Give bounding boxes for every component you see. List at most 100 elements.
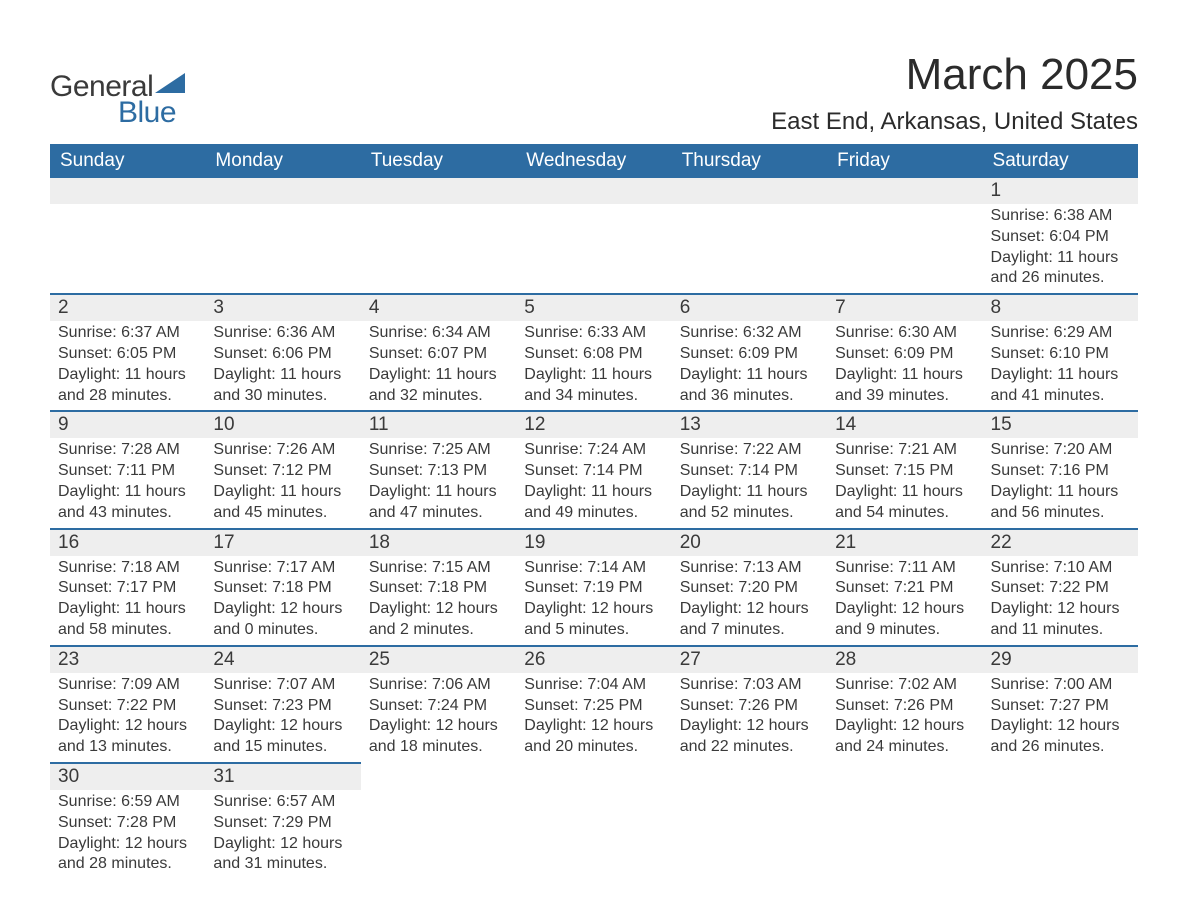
day-detail-cell: Sunrise: 6:36 AMSunset: 6:06 PMDaylight:… — [205, 321, 360, 411]
sunrise-text: Sunrise: 6:57 AM — [213, 792, 352, 813]
day-detail-cell: Sunrise: 7:24 AMSunset: 7:14 PMDaylight:… — [516, 438, 671, 528]
daylight-text: Daylight: 12 hours and 7 minutes. — [680, 599, 819, 641]
sunset-text: Sunset: 7:29 PM — [213, 813, 352, 834]
sunrise-text: Sunrise: 7:04 AM — [524, 675, 663, 696]
daylight-text: Daylight: 12 hours and 26 minutes. — [991, 716, 1130, 758]
day-detail-cell — [672, 204, 827, 294]
sunrise-text: Sunrise: 7:13 AM — [680, 558, 819, 579]
sunrise-text: Sunrise: 6:32 AM — [680, 323, 819, 344]
sunset-text: Sunset: 7:14 PM — [524, 461, 663, 482]
day-detail-cell: Sunrise: 7:09 AMSunset: 7:22 PMDaylight:… — [50, 673, 205, 763]
sunrise-text: Sunrise: 7:20 AM — [991, 440, 1130, 461]
day-number-cell: 9 — [50, 411, 205, 438]
daylight-text: Daylight: 11 hours and 56 minutes. — [991, 482, 1130, 524]
daylight-text: Daylight: 11 hours and 26 minutes. — [991, 248, 1130, 290]
day-detail-cell — [361, 204, 516, 294]
day-detail-cell: Sunrise: 7:07 AMSunset: 7:23 PMDaylight:… — [205, 673, 360, 763]
daynum-row: 16171819202122 — [50, 529, 1138, 556]
sunset-text: Sunset: 6:09 PM — [835, 344, 974, 365]
day-number-cell — [827, 178, 982, 204]
sunrise-text: Sunrise: 6:37 AM — [58, 323, 197, 344]
day-number-cell: 22 — [983, 529, 1138, 556]
daylight-text: Daylight: 11 hours and 39 minutes. — [835, 365, 974, 407]
sunrise-text: Sunrise: 7:00 AM — [991, 675, 1130, 696]
sunrise-text: Sunrise: 6:30 AM — [835, 323, 974, 344]
daylight-text: Daylight: 12 hours and 20 minutes. — [524, 716, 663, 758]
day-number-cell — [672, 178, 827, 204]
day-number-cell: 2 — [50, 294, 205, 321]
daylight-text: Daylight: 11 hours and 30 minutes. — [213, 365, 352, 407]
day-detail-cell: Sunrise: 6:37 AMSunset: 6:05 PMDaylight:… — [50, 321, 205, 411]
daylight-text: Daylight: 12 hours and 28 minutes. — [58, 834, 197, 876]
sunset-text: Sunset: 7:26 PM — [835, 696, 974, 717]
sunset-text: Sunset: 6:07 PM — [369, 344, 508, 365]
daylight-text: Daylight: 11 hours and 41 minutes. — [991, 365, 1130, 407]
day-number-cell: 4 — [361, 294, 516, 321]
sunset-text: Sunset: 6:10 PM — [991, 344, 1130, 365]
day-number-cell: 13 — [672, 411, 827, 438]
sunset-text: Sunset: 7:15 PM — [835, 461, 974, 482]
day-header: Saturday — [983, 144, 1138, 178]
sunrise-text: Sunrise: 6:38 AM — [991, 206, 1130, 227]
day-number-cell: 26 — [516, 646, 671, 673]
sunrise-text: Sunrise: 7:14 AM — [524, 558, 663, 579]
day-detail-cell: Sunrise: 7:04 AMSunset: 7:25 PMDaylight:… — [516, 673, 671, 763]
sunrise-text: Sunrise: 7:09 AM — [58, 675, 197, 696]
day-detail-cell — [50, 204, 205, 294]
detail-row: Sunrise: 7:09 AMSunset: 7:22 PM Daylight:… — [50, 673, 1138, 763]
daylight-text: Daylight: 12 hours and 15 minutes. — [213, 716, 352, 758]
day-number-cell: 6 — [672, 294, 827, 321]
sunrise-text: Sunrise: 6:34 AM — [369, 323, 508, 344]
day-header: Friday — [827, 144, 982, 178]
sunset-text: Sunset: 7:28 PM — [58, 813, 197, 834]
detail-row: Sunrise: 6:37 AMSunset: 6:05 PMDaylight:… — [50, 321, 1138, 411]
daylight-text: Daylight: 12 hours and 24 minutes. — [835, 716, 974, 758]
day-detail-cell — [205, 204, 360, 294]
day-header: Thursday — [672, 144, 827, 178]
day-detail-cell: Sunrise: 6:32 AMSunset: 6:09 PMDaylight:… — [672, 321, 827, 411]
day-detail-cell: Sunrise: 6:38 AMSunset: 6:04 PMDaylight:… — [983, 204, 1138, 294]
sunset-text: Sunset: 7:18 PM — [369, 578, 508, 599]
daylight-text: Daylight: 12 hours and 0 minutes. — [213, 599, 352, 641]
sunset-text: Sunset: 7:17 PM — [58, 578, 197, 599]
day-detail-cell: Sunrise: 7:25 AMSunset: 7:13 PMDaylight:… — [361, 438, 516, 528]
day-detail-cell: Sunrise: 6:34 AMSunset: 6:07 PMDaylight:… — [361, 321, 516, 411]
sunset-text: Sunset: 7:23 PM — [213, 696, 352, 717]
daylight-text: Daylight: 12 hours and 18 minutes. — [369, 716, 508, 758]
day-number-cell: 1 — [983, 178, 1138, 204]
daylight-text: Daylight: 11 hours and 43 minutes. — [58, 482, 197, 524]
day-detail-cell: Sunrise: 7:06 AMSunset: 7:24 PMDaylight:… — [361, 673, 516, 763]
daynum-row: 23242526272829 — [50, 646, 1138, 673]
logo-triangle-icon — [155, 73, 185, 98]
daylight-text: Daylight: 12 hours and 2 minutes. — [369, 599, 508, 641]
daylight-text: Daylight: 11 hours and 32 minutes. — [369, 365, 508, 407]
sunset-text: Sunset: 7:20 PM — [680, 578, 819, 599]
day-number-cell — [361, 763, 516, 790]
day-number-cell: 5 — [516, 294, 671, 321]
sunset-text: Sunset: 7:25 PM — [524, 696, 663, 717]
day-number-cell: 23 — [50, 646, 205, 673]
day-number-cell: 18 — [361, 529, 516, 556]
daylight-text: Daylight: 12 hours and 9 minutes. — [835, 599, 974, 641]
sunrise-text: Sunrise: 7:21 AM — [835, 440, 974, 461]
day-number-cell: 28 — [827, 646, 982, 673]
day-detail-cell: Sunrise: 7:20 AMSunset: 7:16 PMDaylight:… — [983, 438, 1138, 528]
day-header: Sunday — [50, 144, 205, 178]
day-detail-cell: Sunrise: 7:13 AMSunset: 7:20 PMDaylight:… — [672, 556, 827, 646]
day-header: Monday — [205, 144, 360, 178]
day-detail-cell: Sunrise: 6:57 AMSunset: 7:29 PMDaylight:… — [205, 790, 360, 879]
day-detail-cell: Sunrise: 6:33 AMSunset: 6:08 PMDaylight:… — [516, 321, 671, 411]
day-detail-cell — [827, 790, 982, 879]
sunrise-text: Sunrise: 7:24 AM — [524, 440, 663, 461]
sunrise-text: Sunrise: 6:36 AM — [213, 323, 352, 344]
day-number-cell — [983, 763, 1138, 790]
day-number-cell: 8 — [983, 294, 1138, 321]
day-number-cell — [516, 763, 671, 790]
day-number-cell: 20 — [672, 529, 827, 556]
sunrise-text: Sunrise: 7:10 AM — [991, 558, 1130, 579]
daylight-text: Daylight: 11 hours and 49 minutes. — [524, 482, 663, 524]
sunset-text: Sunset: 7:22 PM — [58, 696, 197, 717]
daynum-row: 9101112131415 — [50, 411, 1138, 438]
sunset-text: Sunset: 6:04 PM — [991, 227, 1130, 248]
sunrise-text: Sunrise: 7:18 AM — [58, 558, 197, 579]
